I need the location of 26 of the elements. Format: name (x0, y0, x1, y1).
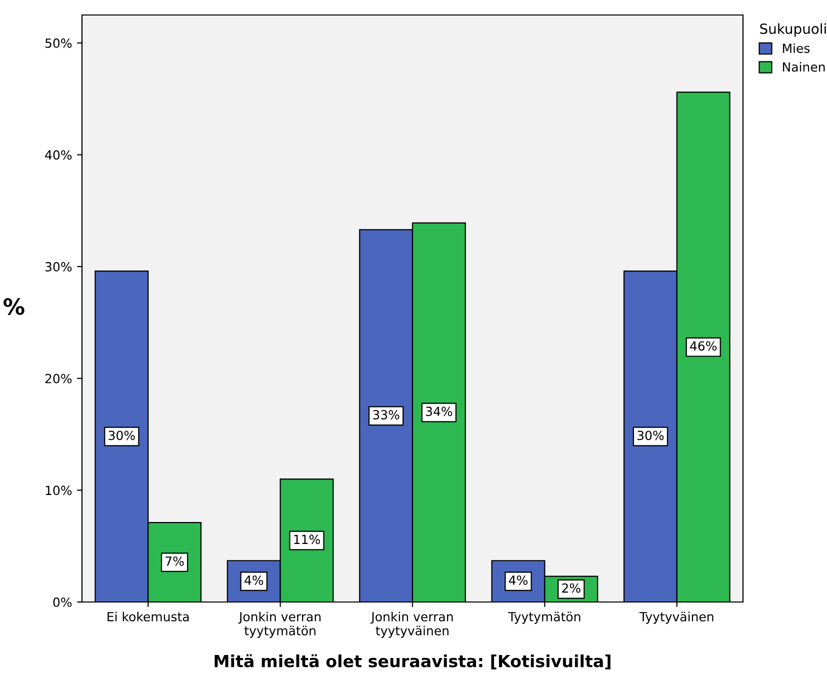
data-label: 30% (108, 430, 135, 440)
y-axis-title: % (4, 298, 24, 315)
x-tick-label: Tyytyväinen (639, 612, 714, 624)
y-tick-label: 30% (45, 262, 72, 272)
legend-label: Mies (782, 43, 810, 53)
x-tick-label: Ei kokemusta (108, 612, 189, 622)
data-label: 2% (562, 583, 580, 593)
y-tick-label: 50% (45, 38, 72, 48)
x-tick-label: Jonkin verran tyytymätön (238, 612, 321, 638)
x-axis-title: Mitä mieltä olet seuraavista: [Kotisivuilta] (214, 654, 610, 670)
legend-title: Sukupuoli (760, 23, 826, 37)
data-label: 4% (244, 575, 264, 585)
x-tick-label: Jonkin verran tyytyväinen (370, 612, 453, 638)
x-tick-label: Tyytymätön (508, 612, 580, 624)
data-label: 46% (690, 341, 717, 351)
data-label: 11% (294, 534, 320, 544)
data-label: 34% (426, 406, 452, 416)
data-label: 30% (638, 430, 664, 440)
data-label: 33% (373, 410, 400, 420)
data-label: 4% (508, 575, 528, 585)
y-tick-label: 10% (46, 486, 72, 496)
y-tick-label: 0% (53, 597, 72, 607)
data-label: 7% (166, 556, 184, 566)
y-tick-label: 40% (45, 150, 72, 160)
y-tick-label: 20% (45, 374, 72, 384)
legend-label: Nainen (782, 62, 825, 72)
